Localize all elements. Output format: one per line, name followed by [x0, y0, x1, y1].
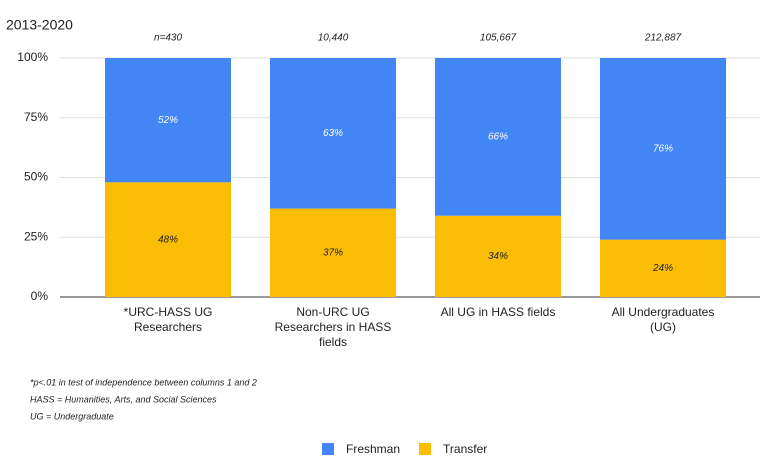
chart-subtitle: 2013-2020 — [6, 17, 73, 33]
x-tick-label-line: Researchers in HASS — [275, 320, 392, 334]
x-tick-label-line: Non-URC UG — [296, 305, 369, 319]
x-tick-label-line: *URC-HASS UG — [124, 305, 213, 319]
value-label: 24% — [652, 263, 673, 274]
x-tick-label-line: Researchers — [134, 320, 202, 334]
x-tick-label: *URC-HASS UG Researchers — [124, 305, 213, 334]
bar-segment — [270, 58, 396, 209]
x-tick-label: All Undergraduates (UG) — [612, 305, 715, 334]
bar-segment — [600, 58, 726, 240]
x-tick-label-line: fields — [319, 335, 347, 349]
x-tick-label-line: All UG in HASS fields — [441, 305, 556, 319]
x-tick-label: All UG in HASS fields — [441, 305, 556, 319]
value-label: 48% — [158, 234, 178, 245]
y-tick-label: 50% — [24, 170, 48, 184]
footnote: HASS = Humanities, Arts, and Social Scie… — [30, 394, 217, 404]
x-tick-label-line: All Undergraduates — [612, 305, 715, 319]
y-tick-label: 100% — [17, 50, 48, 64]
value-label: 37% — [323, 247, 343, 258]
annotation: n=430 — [154, 33, 183, 44]
x-tick-label: Non-URC UG Researchers in HASS fields — [275, 305, 392, 349]
bar-segment — [105, 182, 231, 297]
bar-segment — [600, 239, 726, 297]
y-tick-label: 75% — [24, 110, 48, 124]
annotation: 212,887 — [644, 33, 682, 44]
legend-label: Freshman — [346, 442, 400, 456]
footnote: UG = Undergraduate — [30, 411, 114, 421]
legend-label: Transfer — [443, 442, 487, 456]
y-tick-label: 0% — [31, 289, 49, 303]
annotation: 105,667 — [480, 33, 517, 44]
value-label: 63% — [323, 128, 343, 139]
bar-segment — [105, 58, 231, 183]
value-label: 76% — [653, 143, 673, 154]
legend-swatch — [419, 443, 432, 455]
value-label: 34% — [488, 251, 508, 262]
bar-segment — [270, 208, 396, 297]
annotation: 10,440 — [318, 33, 349, 44]
value-label: 66% — [488, 132, 508, 143]
legend-swatch — [322, 443, 334, 455]
footnote: *p<.01 in test of independence between c… — [30, 377, 257, 387]
bar-segment — [435, 58, 561, 216]
bar-segment — [435, 215, 561, 297]
x-tick-label-line: (UG) — [650, 320, 676, 334]
y-tick-label: 25% — [24, 229, 48, 243]
value-label: 52% — [158, 115, 178, 126]
